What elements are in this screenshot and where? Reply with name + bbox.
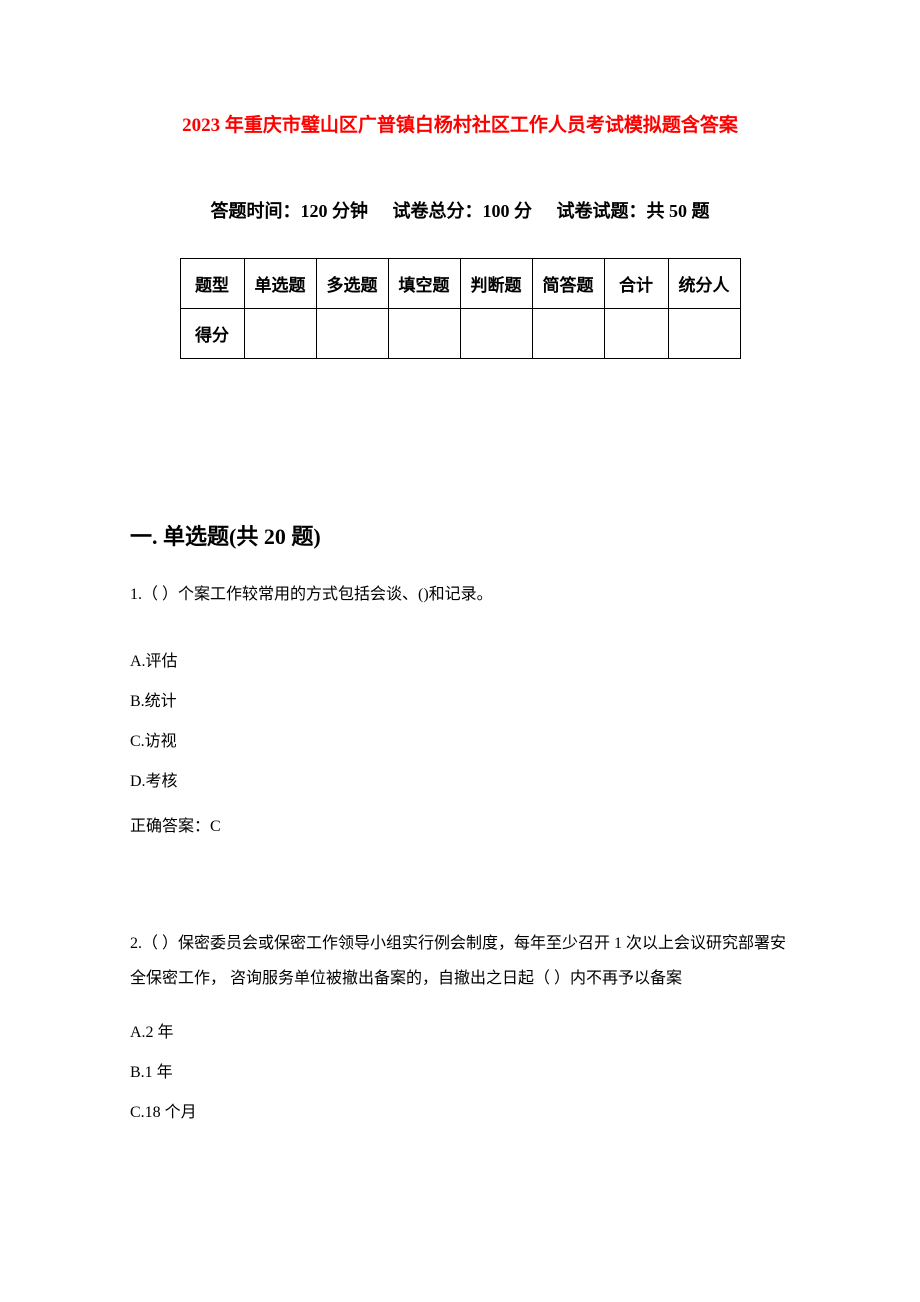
option-b: B.统计	[130, 690, 790, 714]
table-header-row: 题型 单选题 多选题 填空题 判断题 简答题 合计 统分人	[180, 259, 740, 309]
table-cell	[316, 309, 388, 359]
question-1-answer: 正确答案：C	[130, 812, 790, 836]
exam-info: 答题时间：120 分钟 试卷总分：100 分 试卷试题：共 50 题	[130, 197, 790, 223]
table-cell	[388, 309, 460, 359]
document-title: 2023 年重庆市璧山区广普镇白杨村社区工作人员考试模拟题含答案	[130, 110, 790, 137]
question-1-text: 1.（ ）个案工作较常用的方式包括会谈、()和记录。	[130, 581, 790, 610]
table-cell: 填空题	[388, 259, 460, 309]
option-a: A.评估	[130, 650, 790, 674]
question-2-options: A.2 年 B.1 年 C.18 个月	[130, 1021, 790, 1125]
table-cell: 统分人	[668, 259, 740, 309]
section-heading: 一. 单选题(共 20 题)	[130, 519, 790, 551]
table-cell: 合计	[604, 259, 668, 309]
exam-total-questions: 试卷试题：共 50 题	[557, 201, 710, 221]
exam-total-score: 试卷总分：100 分	[393, 201, 533, 221]
table-cell	[532, 309, 604, 359]
option-b: B.1 年	[130, 1061, 790, 1085]
score-table: 题型 单选题 多选题 填空题 判断题 简答题 合计 统分人 得分	[180, 258, 741, 359]
question-1-options: A.评估 B.统计 C.访视 D.考核	[130, 650, 790, 794]
table-cell: 多选题	[316, 259, 388, 309]
table-cell: 题型	[180, 259, 244, 309]
option-c: C.访视	[130, 730, 790, 754]
table-score-row: 得分	[180, 309, 740, 359]
table-cell: 判断题	[460, 259, 532, 309]
option-c: C.18 个月	[130, 1101, 790, 1125]
table-cell: 简答题	[532, 259, 604, 309]
table-cell	[668, 309, 740, 359]
table-cell: 单选题	[244, 259, 316, 309]
option-d: D.考核	[130, 770, 790, 794]
table-cell	[244, 309, 316, 359]
exam-time: 答题时间：120 分钟	[211, 201, 369, 221]
option-a: A.2 年	[130, 1021, 790, 1045]
table-cell	[604, 309, 668, 359]
question-2-text: 2.（ ）保密委员会或保密工作领导小组实行例会制度，每年至少召开 1 次以上会议…	[130, 926, 790, 996]
table-cell: 得分	[180, 309, 244, 359]
table-cell	[460, 309, 532, 359]
